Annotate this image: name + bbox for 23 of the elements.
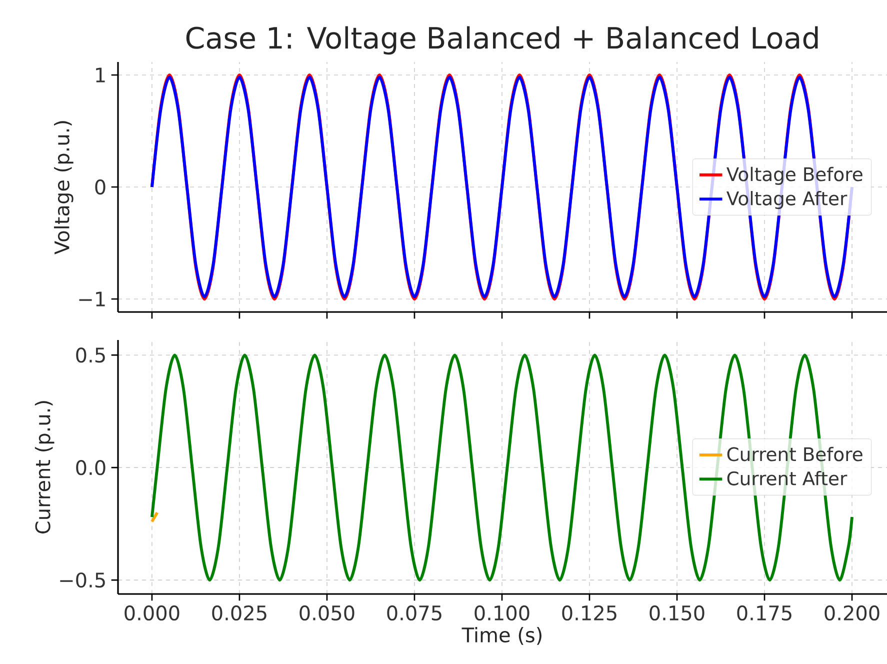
y-tick-label: −1 (79, 292, 105, 306)
y-tick-label: −0.5 (60, 572, 105, 588)
x-tick-label: 0.075 (387, 605, 442, 621)
y-tick-label: 0 (95, 179, 106, 195)
x-axis-title: Time (s) (462, 627, 542, 645)
x-tick-label: 0.125 (562, 605, 616, 621)
y-axis-title: Current (p.u.) (34, 401, 54, 534)
legend-label: Voltage Before (726, 166, 862, 185)
legend-label: Current After (727, 471, 848, 486)
x-tick-label: 0.050 (300, 605, 354, 621)
legend-label: Current Before (727, 446, 862, 462)
x-tick-label: 0.175 (737, 605, 792, 621)
y-tick-label: 1 (96, 68, 105, 82)
chart-title: Case 1: Voltage Balanced + Balanced Load (186, 26, 818, 55)
x-tick-label: 0.000 (124, 605, 180, 621)
x-tick-label: 0.200 (824, 605, 880, 621)
x-tick-label: 0.100 (474, 605, 530, 621)
y-axis-title: Voltage (p.u.) (54, 121, 74, 254)
y-tick-label: 0.0 (76, 460, 106, 476)
x-tick-label: 0.025 (212, 605, 266, 621)
legend-label: Voltage After (726, 191, 848, 210)
y-tick-label: 0.5 (76, 348, 105, 363)
x-tick-label: 0.150 (650, 605, 704, 621)
